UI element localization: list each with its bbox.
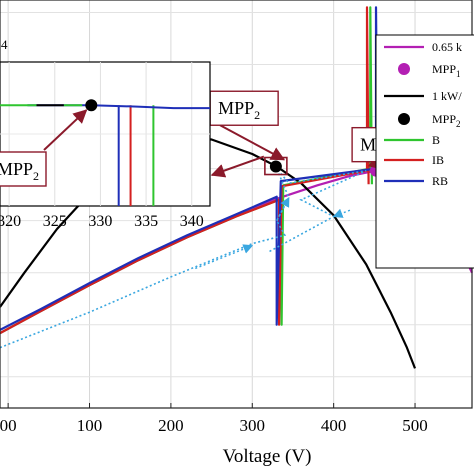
- inset-tick-label: 330: [88, 213, 112, 230]
- legend-label: MPP2: [432, 112, 461, 129]
- legend-box: [375, 34, 474, 269]
- x-tick-label: 00: [0, 416, 17, 435]
- mpp-point-2: [269, 160, 282, 173]
- legend-label: 0.65 k: [432, 40, 462, 54]
- dotted-path-group: [0, 168, 367, 349]
- legend-label: B: [432, 133, 440, 147]
- zoom-inset: MPP2 4 320 325 330 335 340: [0, 37, 265, 230]
- legend-swatch-dot: [398, 113, 410, 125]
- legend: 0.65 k MPP1 1 kW/MPP2 B IB RB: [375, 34, 474, 269]
- inset-tick-label: 325: [43, 213, 67, 230]
- x-tick-label: 200: [158, 416, 184, 435]
- zoom-arrow: [210, 155, 265, 178]
- inset-mpp-sub: 2: [33, 169, 39, 183]
- mpp-callout-arrow: [219, 124, 286, 161]
- x-axis-label: Voltage (V): [223, 446, 312, 467]
- inset-corner-label: 4: [1, 37, 8, 52]
- legend-label: RB: [432, 174, 448, 188]
- x-tick-label: 100: [77, 416, 103, 435]
- inset-mpp-box: [0, 151, 47, 187]
- dotted-path-arrow-0: [195, 244, 254, 270]
- inset-tick-label: 340: [180, 213, 204, 230]
- inset-mpp-point: [85, 99, 98, 112]
- series-line-1: [0, 136, 417, 369]
- inset-mpp-callout: MPP2: [0, 109, 88, 187]
- mpp-callout-label: MPP2: [218, 98, 260, 122]
- x-axis-ticks: 00 100 200 300 400 500: [0, 403, 428, 435]
- inset-tick-label: 335: [134, 213, 158, 230]
- legend-label: MPP1: [432, 62, 461, 79]
- legend-label: IB: [432, 153, 444, 167]
- x-tick-label: 400: [321, 416, 347, 435]
- dotted-path-arrow-2: [332, 208, 351, 218]
- inset-tick-label: 320: [0, 213, 21, 230]
- x-tick-label: 300: [240, 416, 266, 435]
- legend-swatch-dot: [398, 63, 410, 75]
- mpp-callout-sub: 2: [254, 108, 260, 122]
- legend-label-sub: 2: [456, 119, 461, 129]
- dotted-path-line: [0, 168, 367, 349]
- mpp-callout-2: MPP2: [209, 90, 286, 161]
- legend-label: 1 kW/: [432, 89, 462, 103]
- x-tick-label: 500: [402, 416, 428, 435]
- inset-mpp-arrow: [43, 109, 88, 151]
- legend-label-sub: 1: [456, 69, 461, 79]
